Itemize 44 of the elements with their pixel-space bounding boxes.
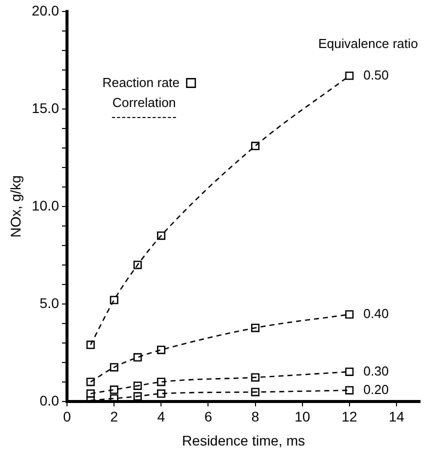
point: [251, 142, 260, 150]
point: [86, 378, 95, 386]
point: [251, 373, 260, 382]
point: [345, 368, 354, 376]
legend-title: Equivalence ratio: [318, 36, 418, 52]
annotation: Reaction rate: [102, 74, 180, 90]
x-tick-label: 4: [157, 408, 166, 425]
point: [133, 382, 142, 390]
point: [345, 72, 354, 80]
x-axis-title: Residence time, ms: [182, 432, 305, 448]
annotation: Correlation: [112, 94, 176, 110]
y-tick-label: 20.0: [32, 2, 60, 18]
point: [251, 324, 260, 332]
y-axis-title: NOx, g/kg: [7, 175, 24, 238]
point: [345, 310, 354, 319]
point: [86, 389, 95, 398]
point: [345, 386, 354, 394]
point: [110, 296, 118, 304]
point: [110, 363, 118, 372]
point: [110, 386, 118, 394]
x-tick-label: 2: [110, 408, 118, 425]
point: [251, 388, 260, 396]
series-label: 0.20: [363, 382, 389, 397]
y-tick-label: 15.0: [32, 100, 60, 116]
series-label: 0.50: [363, 67, 389, 82]
x-tick-label: 0: [63, 408, 72, 425]
x-tick-label: 12: [342, 408, 358, 425]
series-label: 0.40: [363, 306, 389, 322]
point: [133, 392, 142, 401]
x-tick-label: 6: [204, 408, 212, 425]
point: [156, 231, 166, 240]
point: [156, 389, 166, 398]
point: [156, 378, 166, 386]
point: [86, 340, 95, 350]
point: [133, 260, 142, 270]
series-label: 0.30: [363, 363, 389, 378]
y-tick-label: 0.0: [40, 392, 60, 408]
x-tick-label: 14: [388, 408, 404, 425]
y-tick-label: 10.0: [32, 197, 60, 214]
x-tick-label: 8: [251, 408, 260, 425]
point: [156, 346, 166, 354]
y-tick-label: 5.0: [40, 294, 60, 311]
x-tick-label: 10: [294, 408, 310, 425]
point: [133, 353, 142, 362]
